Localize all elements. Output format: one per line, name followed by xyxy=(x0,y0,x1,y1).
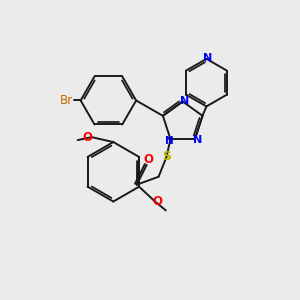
Text: N: N xyxy=(193,135,203,145)
Text: N: N xyxy=(203,53,212,63)
Text: N: N xyxy=(180,97,189,106)
Text: Br: Br xyxy=(60,94,73,107)
Text: O: O xyxy=(152,195,162,208)
Text: S: S xyxy=(162,150,171,164)
Text: O: O xyxy=(82,130,93,144)
Text: N: N xyxy=(165,136,174,146)
Text: O: O xyxy=(144,153,154,167)
